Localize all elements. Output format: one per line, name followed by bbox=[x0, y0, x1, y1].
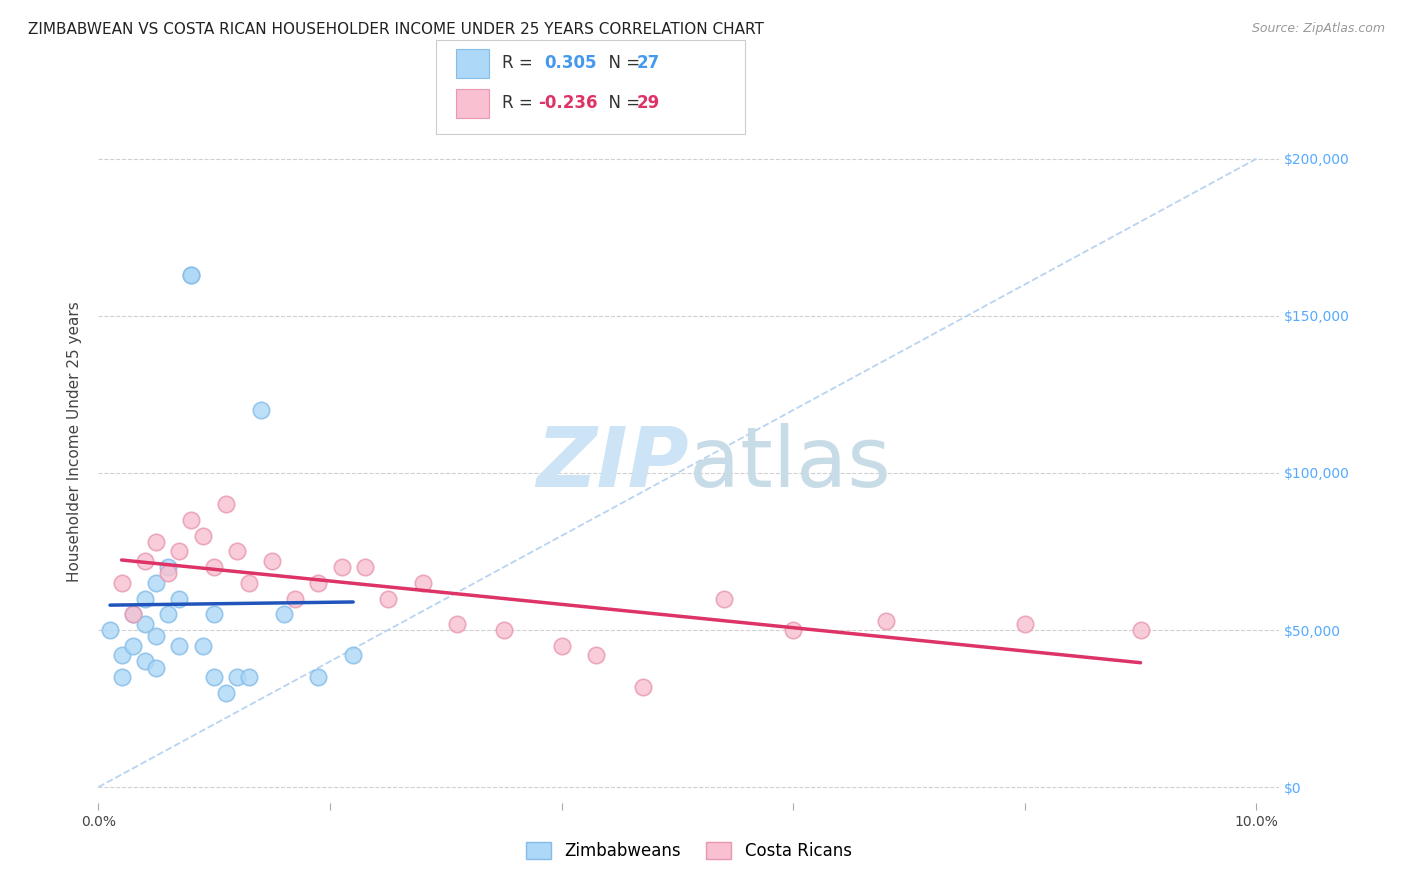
Point bbox=[156, 607, 179, 622]
Point bbox=[284, 591, 307, 606]
Point bbox=[875, 614, 897, 628]
Point bbox=[122, 639, 145, 653]
Point bbox=[134, 616, 156, 631]
Point bbox=[713, 591, 735, 606]
Point bbox=[110, 670, 132, 684]
Point bbox=[145, 575, 167, 590]
Point bbox=[353, 560, 375, 574]
Point bbox=[180, 268, 202, 282]
Point bbox=[180, 513, 202, 527]
Point bbox=[262, 554, 284, 568]
Text: R =: R = bbox=[502, 95, 538, 112]
Point bbox=[202, 560, 225, 574]
Point bbox=[249, 403, 271, 417]
Point bbox=[307, 575, 329, 590]
Point bbox=[145, 629, 167, 643]
Point bbox=[169, 544, 191, 558]
Text: atlas: atlas bbox=[689, 423, 890, 504]
Text: 29: 29 bbox=[637, 95, 661, 112]
Point bbox=[238, 575, 260, 590]
Text: ZIP: ZIP bbox=[536, 423, 689, 504]
Point bbox=[307, 670, 329, 684]
Point bbox=[191, 639, 214, 653]
Point bbox=[156, 560, 179, 574]
Point bbox=[238, 670, 260, 684]
Legend: Zimbabweans, Costa Ricans: Zimbabweans, Costa Ricans bbox=[520, 835, 858, 867]
Point bbox=[191, 529, 214, 543]
Point bbox=[202, 607, 225, 622]
Text: 27: 27 bbox=[637, 54, 661, 72]
Point bbox=[412, 575, 434, 590]
Point bbox=[782, 623, 804, 637]
Point bbox=[180, 268, 202, 282]
Point bbox=[631, 680, 654, 694]
Point bbox=[122, 607, 145, 622]
Point bbox=[492, 623, 515, 637]
Point bbox=[226, 670, 249, 684]
Point bbox=[226, 544, 249, 558]
Point bbox=[145, 535, 167, 549]
Point bbox=[110, 575, 132, 590]
Text: N =: N = bbox=[598, 95, 645, 112]
Point bbox=[169, 591, 191, 606]
Point bbox=[122, 607, 145, 622]
Point bbox=[98, 623, 121, 637]
Text: -0.236: -0.236 bbox=[538, 95, 598, 112]
Point bbox=[1129, 623, 1152, 637]
Point bbox=[446, 616, 468, 631]
Point bbox=[110, 648, 132, 662]
Point bbox=[215, 686, 238, 700]
Point bbox=[330, 560, 353, 574]
Text: ZIMBABWEAN VS COSTA RICAN HOUSEHOLDER INCOME UNDER 25 YEARS CORRELATION CHART: ZIMBABWEAN VS COSTA RICAN HOUSEHOLDER IN… bbox=[28, 22, 763, 37]
Point bbox=[273, 607, 295, 622]
Text: R =: R = bbox=[502, 54, 543, 72]
Text: 0.305: 0.305 bbox=[544, 54, 596, 72]
Point bbox=[134, 655, 156, 669]
Point bbox=[202, 670, 225, 684]
Point bbox=[169, 639, 191, 653]
Y-axis label: Householder Income Under 25 years: Householder Income Under 25 years bbox=[67, 301, 83, 582]
Point bbox=[215, 497, 238, 511]
Point bbox=[134, 554, 156, 568]
Point bbox=[145, 661, 167, 675]
Point bbox=[134, 591, 156, 606]
Point bbox=[156, 566, 179, 581]
Point bbox=[550, 639, 572, 653]
Text: Source: ZipAtlas.com: Source: ZipAtlas.com bbox=[1251, 22, 1385, 36]
Point bbox=[342, 648, 364, 662]
Point bbox=[1014, 616, 1036, 631]
Point bbox=[377, 591, 399, 606]
Text: N =: N = bbox=[598, 54, 645, 72]
Point bbox=[585, 648, 607, 662]
